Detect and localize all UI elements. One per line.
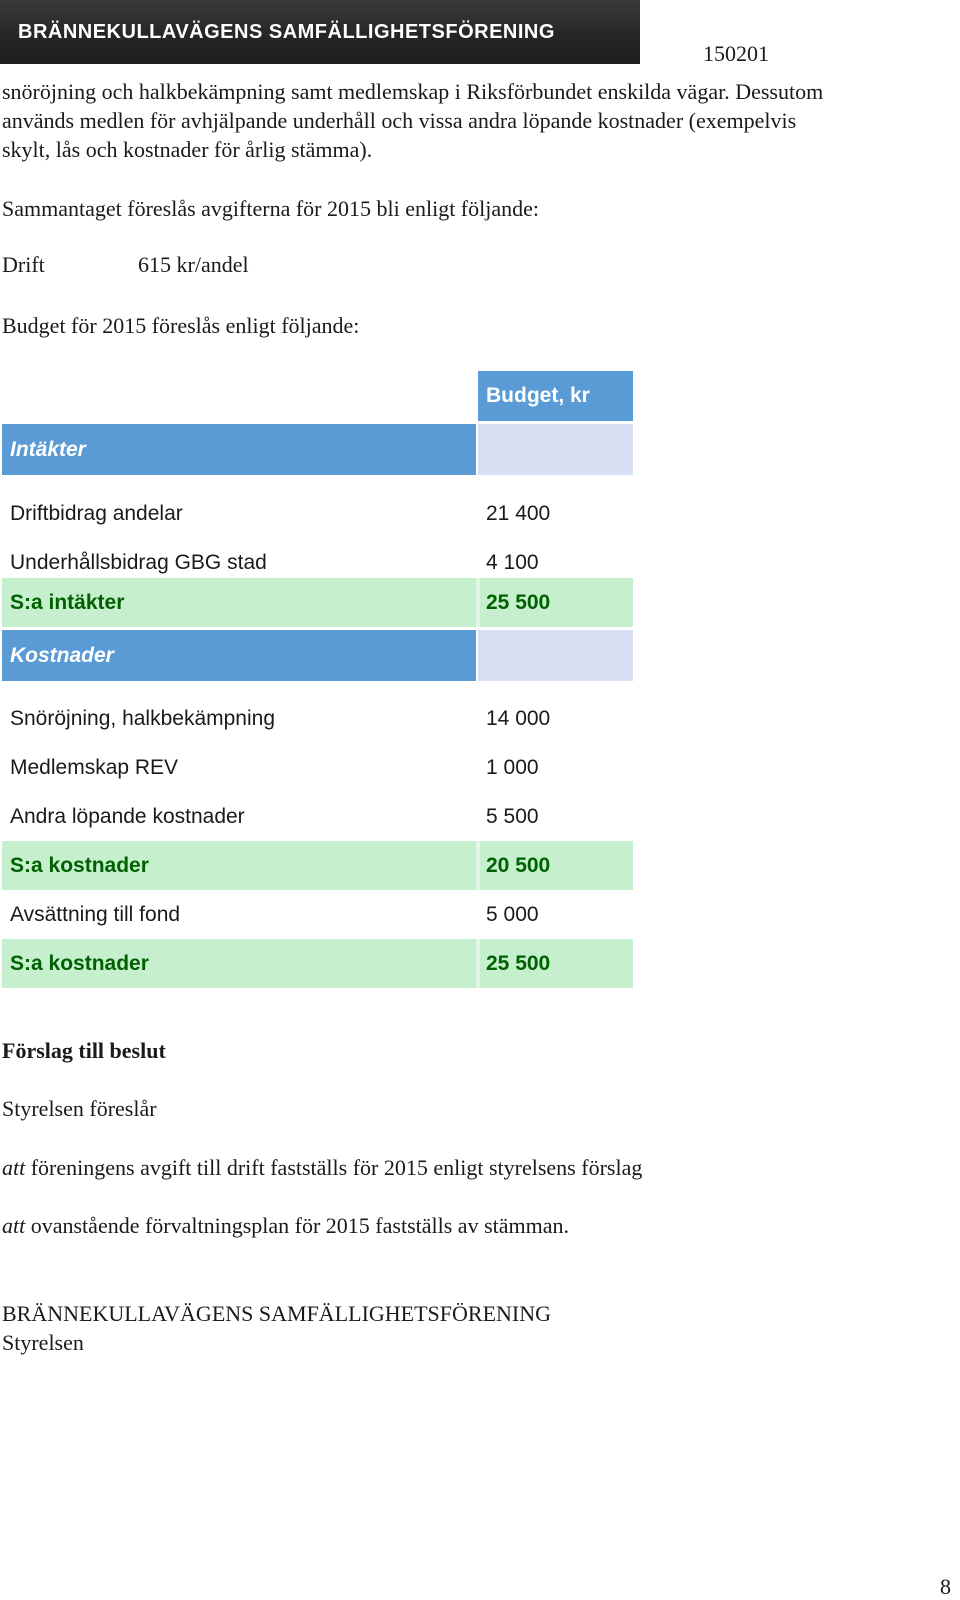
row-label: S:a kostnader	[10, 951, 149, 975]
table-row: Snöröjning, halkbekämpning 14 000	[2, 694, 633, 743]
cost-section-cell	[478, 630, 633, 681]
fee-value: 615 kr/andel	[138, 252, 249, 277]
row-value: 25 500	[486, 951, 551, 975]
row-label: Underhållsbidrag GBG stad	[10, 550, 267, 574]
row-label: S:a intäkter	[10, 590, 125, 614]
row-value: 14 000	[486, 706, 551, 730]
row-label: Andra löpande kostnader	[10, 804, 245, 828]
document-date: 150201	[703, 41, 769, 66]
intro-line-2: används medlen för avhjälpande underhåll…	[2, 108, 797, 133]
table-row: Driftbidrag andelar 21 400	[2, 489, 633, 538]
table-row: Underhållsbidrag GBG stad 4 100	[2, 538, 633, 587]
row-label: S:a kostnader	[10, 853, 149, 877]
table-row: Avsättning till fond 5 000	[2, 890, 633, 939]
cost-section-header: Kostnader	[2, 630, 476, 681]
decision-item: att föreningens avgift till drift fastst…	[2, 1155, 642, 1181]
decision-heading: Förslag till beslut	[2, 1038, 166, 1063]
row-value: 5 500	[486, 804, 539, 828]
row-value: 1 000	[486, 755, 539, 779]
header-banner: BRÄNNEKULLAVÄGENS SAMFÄLLIGHETSFÖRENING	[0, 0, 640, 64]
intro-line-1: snöröjning och halkbekämpning samt medle…	[2, 79, 824, 104]
decision-proposer: Styrelsen föreslår	[2, 1096, 157, 1121]
decision-item-text: föreningens avgift till drift fastställs…	[25, 1155, 643, 1180]
income-section-cell	[478, 424, 633, 475]
decision-item-text: ovanstående förvaltningsplan för 2015 fa…	[25, 1213, 569, 1238]
cost-total-row: S:a kostnader 20 500	[2, 841, 633, 890]
row-label: Medlemskap REV	[10, 755, 179, 779]
row-label: Driftbidrag andelar	[10, 501, 183, 525]
row-value: 21 400	[486, 501, 551, 525]
row-value: 5 000	[486, 902, 539, 926]
page-number: 8	[940, 1574, 951, 1599]
decision-item: att ovanstående förvaltningsplan för 201…	[2, 1213, 569, 1239]
budget-intro: Budget för 2015 föreslås enligt följande…	[2, 313, 360, 338]
row-value: 20 500	[486, 853, 551, 877]
table-row: Medlemskap REV 1 000	[2, 743, 633, 792]
income-total-row: S:a intäkter 25 500	[2, 578, 633, 627]
fees-intro: Sammantaget föreslås avgifterna för 2015…	[2, 196, 540, 221]
signature-org: BRÄNNEKULLAVÄGENS SAMFÄLLIGHETSFÖRENING	[2, 1301, 552, 1326]
table-row: Andra löpande kostnader 5 500	[2, 792, 633, 841]
banner-title: BRÄNNEKULLAVÄGENS SAMFÄLLIGHETSFÖRENING	[18, 20, 555, 43]
row-label: Snöröjning, halkbekämpning	[10, 706, 276, 730]
intro-line-3: skylt, lås och kostnader för årlig stämm…	[2, 137, 373, 162]
grand-total-row: S:a kostnader 25 500	[2, 939, 633, 988]
row-label: Avsättning till fond	[10, 902, 181, 926]
att-word: att	[2, 1155, 26, 1180]
fee-label: Drift	[2, 252, 45, 277]
income-section-header: Intäkter	[2, 424, 476, 475]
budget-column-header: Budget, kr	[478, 371, 633, 421]
row-value: 4 100	[486, 550, 539, 574]
att-word: att	[2, 1213, 26, 1238]
row-value: 25 500	[486, 590, 551, 614]
signature-board: Styrelsen	[2, 1330, 84, 1355]
